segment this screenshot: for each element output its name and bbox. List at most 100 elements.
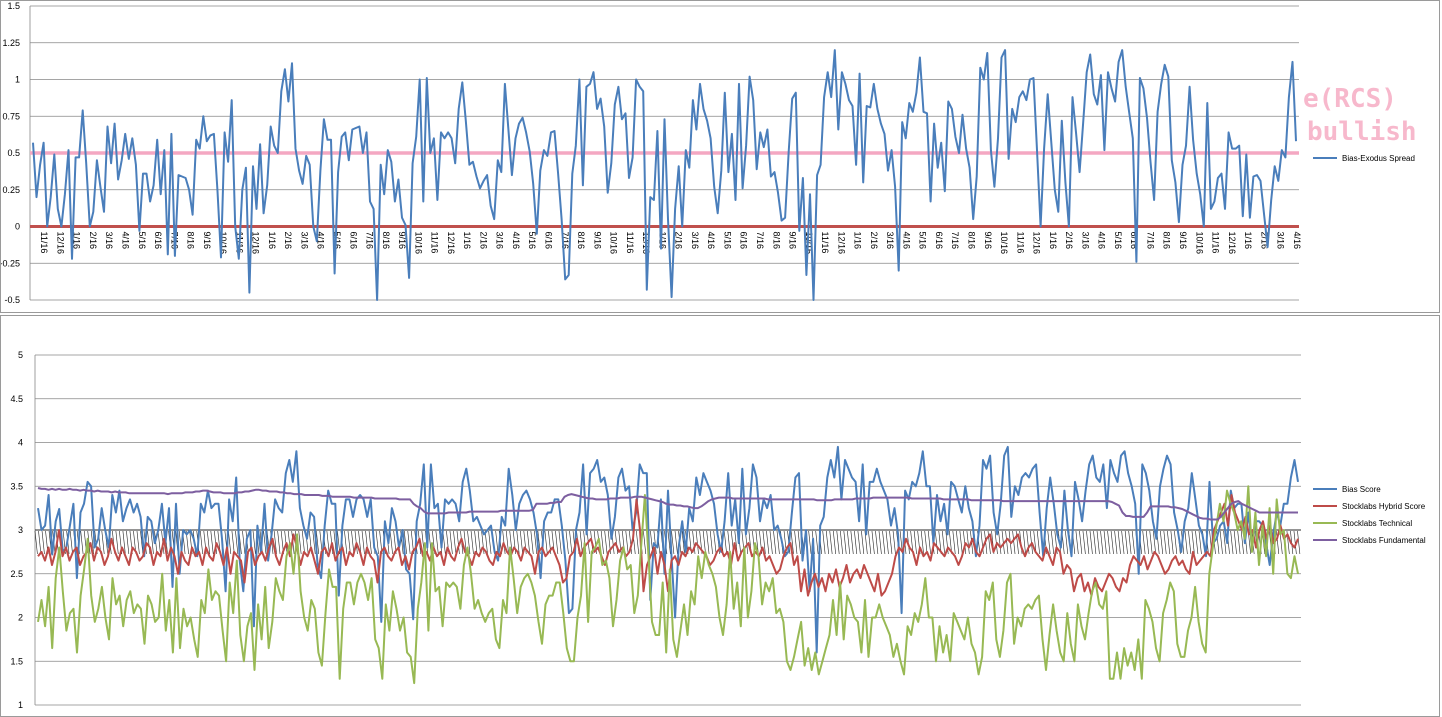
x-tick-mark — [776, 530, 780, 555]
x-tick-label: 8/16 — [576, 232, 586, 250]
x-tick-mark — [456, 530, 460, 555]
x-tick-mark — [1149, 530, 1153, 555]
x-tick-label: 5/16 — [918, 232, 928, 250]
x-tick-mark — [277, 530, 281, 555]
x-tick-mark — [1153, 530, 1156, 555]
x-tick-mark — [1124, 530, 1128, 555]
x-tick-mark — [713, 530, 717, 555]
x-tick-mark — [790, 530, 794, 555]
bias-exodus-spread-chart: -0.5 -0.25 0 0.25 0.5 0.75 1 1.25 1.5 11/16 12/16… — [0, 0, 1440, 313]
x-tick-label: 12/16 — [446, 232, 456, 255]
x-tick-label: 1/16 — [1048, 232, 1058, 250]
x-tick-label: 5/16 — [332, 232, 342, 250]
x-tick-mark — [34, 530, 38, 555]
x-tick-label: 1/16 — [462, 232, 472, 250]
x-tick-mark — [509, 530, 513, 555]
x-tick-mark — [1093, 530, 1097, 555]
x-tick-mark — [1121, 530, 1125, 555]
x-tick-label: 12/16 — [251, 232, 261, 255]
x-tick-label: 6/16 — [543, 232, 553, 250]
x-tick-label: 4/16 — [706, 232, 716, 250]
x-tick-label: 12/16 — [1032, 232, 1042, 255]
annotation-line-2: bullish — [1307, 117, 1417, 147]
x-tick-label: 1/16 — [1243, 232, 1253, 250]
x-tick-label: 11/16 — [430, 232, 440, 254]
x-tick-mark — [273, 530, 277, 555]
x-tick-label: 5/16 — [527, 232, 537, 250]
x-tick-mark — [878, 530, 882, 555]
x-tick-mark — [210, 530, 214, 555]
x-tick-label: 2/16 — [1259, 232, 1269, 250]
x-tick-mark — [207, 530, 211, 555]
x-tick-mark — [558, 530, 562, 555]
x-tick-mark — [794, 530, 798, 555]
x-tick-mark — [956, 530, 960, 555]
x-tick-mark — [569, 530, 573, 555]
x-tick-mark — [375, 530, 379, 555]
x-tick-mark — [87, 530, 91, 555]
x-tick-label: 12/16 — [1227, 232, 1237, 255]
series-line-bias-score — [37, 445, 1299, 654]
x-tick-label: 10/16 — [609, 232, 619, 255]
x-tick-mark — [1047, 530, 1051, 555]
x-tick-mark — [505, 530, 509, 555]
x-tick-mark — [1195, 530, 1199, 555]
x-tick-label: 10/16 — [1194, 232, 1204, 255]
x-tick-mark — [351, 530, 355, 555]
x-tick-label: 9/16 — [788, 232, 798, 250]
x-tick-mark — [147, 530, 151, 555]
x-tick-label: 2/16 — [1064, 232, 1074, 250]
x-tick-mark — [727, 530, 731, 555]
x-tick-mark — [882, 530, 886, 555]
x-tick-mark — [534, 530, 538, 555]
x-tick-label: 3/16 — [495, 232, 505, 250]
x-tick-mark — [1293, 530, 1297, 555]
x-tick-mark — [885, 530, 889, 555]
x-tick-mark — [766, 530, 770, 555]
x-tick-mark — [1110, 530, 1114, 555]
x-tick-label: 1/16 — [853, 232, 863, 250]
x-tick-mark — [1163, 530, 1167, 555]
x-tick-mark — [927, 530, 931, 555]
x-tick-mark — [1005, 530, 1009, 555]
x-tick-mark — [769, 530, 773, 555]
x-tick-mark — [150, 530, 154, 555]
x-tick-mark — [692, 530, 696, 555]
x-tick-mark — [140, 530, 144, 555]
x-tick-mark — [815, 530, 819, 555]
x-tick-mark — [1026, 530, 1030, 555]
x-tick-mark — [467, 530, 471, 555]
y-tick-label: 3 — [18, 525, 23, 535]
x-tick-label: 2/16 — [869, 232, 879, 250]
y-tick-label: 0.25 — [2, 185, 20, 195]
x-tick-label: 2/16 — [88, 232, 98, 250]
x-tick-mark — [301, 530, 305, 555]
x-tick-label: 2/16 — [674, 232, 684, 250]
x-tick-label: 10/16 — [413, 232, 423, 255]
x-tick-mark — [326, 530, 330, 555]
x-tick-mark — [488, 530, 492, 555]
x-tick-mark — [709, 530, 713, 555]
x-tick-mark — [871, 530, 875, 555]
x-tick-mark — [1145, 530, 1149, 555]
x-tick-label: 11/16 — [820, 232, 830, 254]
x-tick-mark — [854, 530, 858, 555]
x-tick-mark — [847, 530, 851, 555]
legend-label-bias-score: Bias Score — [1342, 485, 1381, 494]
x-tick-mark — [544, 530, 548, 555]
x-tick-mark — [228, 530, 232, 555]
x-tick-label: 11/16 — [39, 232, 49, 254]
series-line-bias-exodus-spread — [32, 49, 1297, 301]
x-tick-label: 9/16 — [983, 232, 993, 250]
x-tick-mark — [90, 530, 94, 555]
x-tick-mark — [892, 530, 896, 555]
x-tick-label: 7/16 — [1145, 232, 1155, 250]
x-tick-label: 6/16 — [934, 232, 944, 250]
x-tick-label: 1/16 — [267, 232, 277, 250]
x-tick-mark — [1276, 530, 1280, 555]
x-tick-mark — [850, 530, 854, 555]
legend-label-stocklabs-hybrid-score: Stocklabs Hybrid Score — [1342, 502, 1426, 511]
x-tick-label: 9/16 — [202, 232, 212, 250]
x-tick-label: 4/16 — [1097, 232, 1107, 250]
x-tick-mark — [966, 530, 970, 555]
